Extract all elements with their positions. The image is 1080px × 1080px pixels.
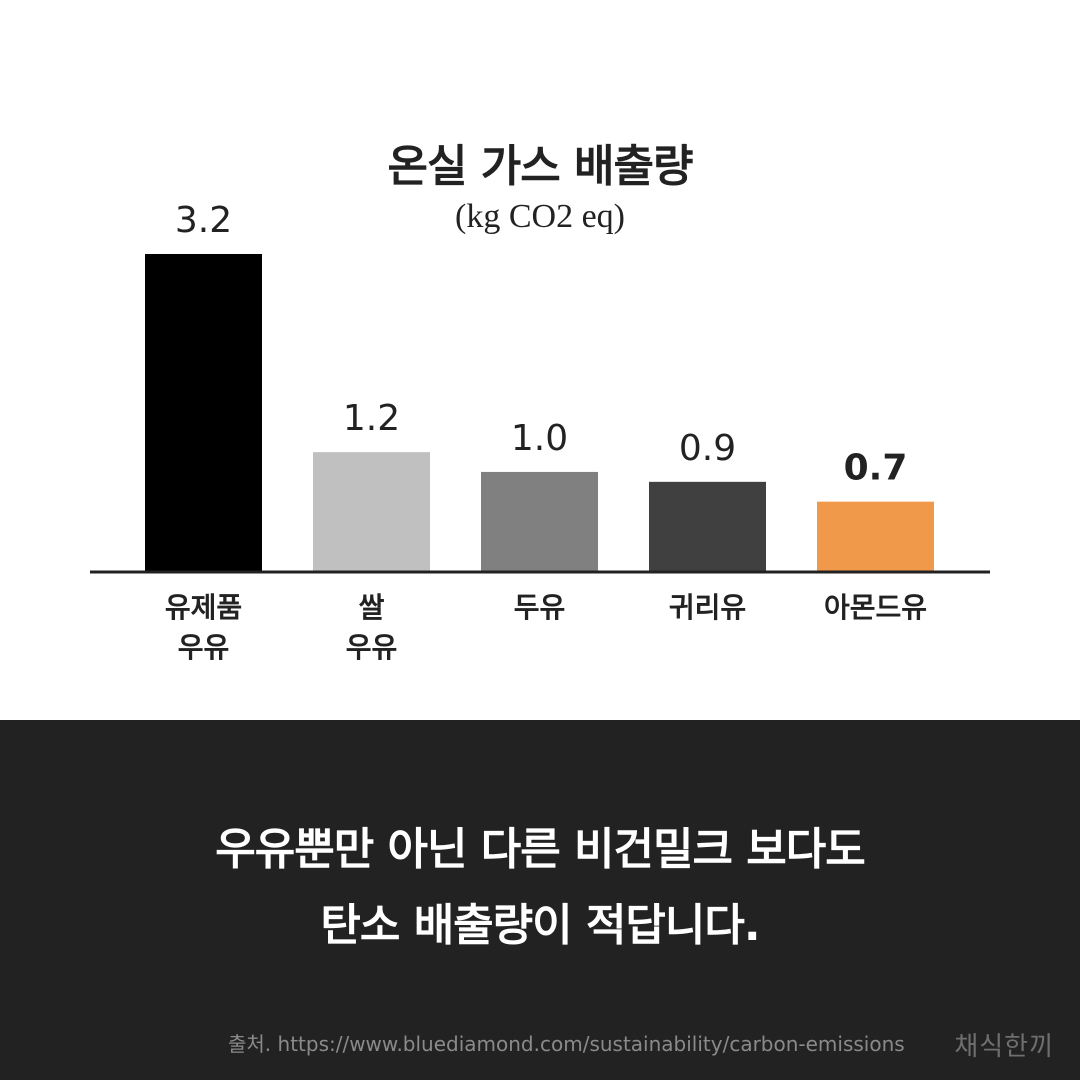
source-text: 출처. https://www.bluediamond.com/sustaina… (228, 1032, 905, 1056)
value-label-2: 1.0 (511, 418, 568, 459)
headline: 우유뿐만 아닌 다른 비건밀크 보다도 탄소 배출량이 적답니다. (0, 812, 1080, 964)
value-label-1: 1.2 (343, 398, 400, 439)
bar-4 (817, 501, 934, 571)
category-label-3-0: 귀리유 (669, 591, 746, 624)
category-label-0-1: 우유 (178, 631, 230, 664)
bar-1 (313, 452, 430, 571)
chart-title: 온실 가스 배출량 (387, 141, 694, 192)
bar-3 (649, 481, 766, 571)
headline-line-2: 탄소 배출량이 적답니다. (320, 900, 760, 951)
bar-2 (481, 471, 598, 571)
headline-line-1: 우유뿐만 아닌 다른 비건밀크 보다도 (215, 824, 865, 875)
bar-0 (145, 254, 262, 571)
category-label-2-0: 두유 (514, 591, 566, 624)
brand-logo-text: 채식한끼 (954, 1032, 1054, 1062)
category-label-4-0: 아몬드유 (824, 591, 927, 624)
category-label-0-0: 유제품 (165, 591, 242, 624)
bottom-panel (0, 720, 1080, 1080)
value-label-0: 3.2 (175, 200, 232, 241)
category-label-1-0: 쌀 (359, 591, 385, 624)
value-label-4: 0.7 (844, 448, 908, 489)
category-label-1-1: 우유 (346, 631, 398, 664)
value-label-3: 0.9 (679, 428, 736, 469)
chart-subtitle: (kg CO2 eq) (455, 198, 625, 235)
